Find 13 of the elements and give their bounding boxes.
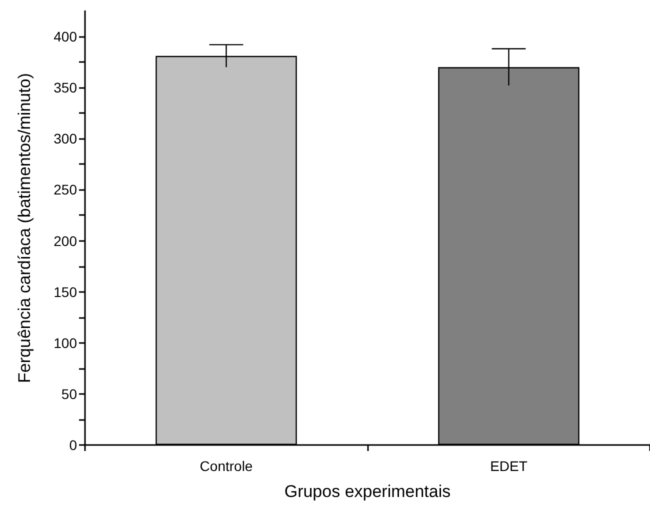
- y-tick-label: 150: [54, 284, 78, 300]
- y-tick-label: 100: [54, 334, 78, 351]
- y-axis-title: Ferquência cardíaca (batimentos/minuto): [15, 73, 34, 383]
- y-tick-label: 250: [54, 182, 78, 198]
- y-tick-label: 300: [54, 130, 78, 147]
- y-tick-label: 400: [54, 28, 78, 45]
- y-tick-label: 200: [54, 232, 78, 249]
- x-tick-label: Controle: [200, 458, 253, 474]
- y-tick-label: 0: [69, 437, 78, 453]
- x-axis-title: Grupos experimentais: [284, 482, 451, 501]
- x-tick-label: EDET: [490, 458, 528, 474]
- y-tick-label: 350: [54, 80, 78, 96]
- y-tick-label: 50: [61, 386, 78, 402]
